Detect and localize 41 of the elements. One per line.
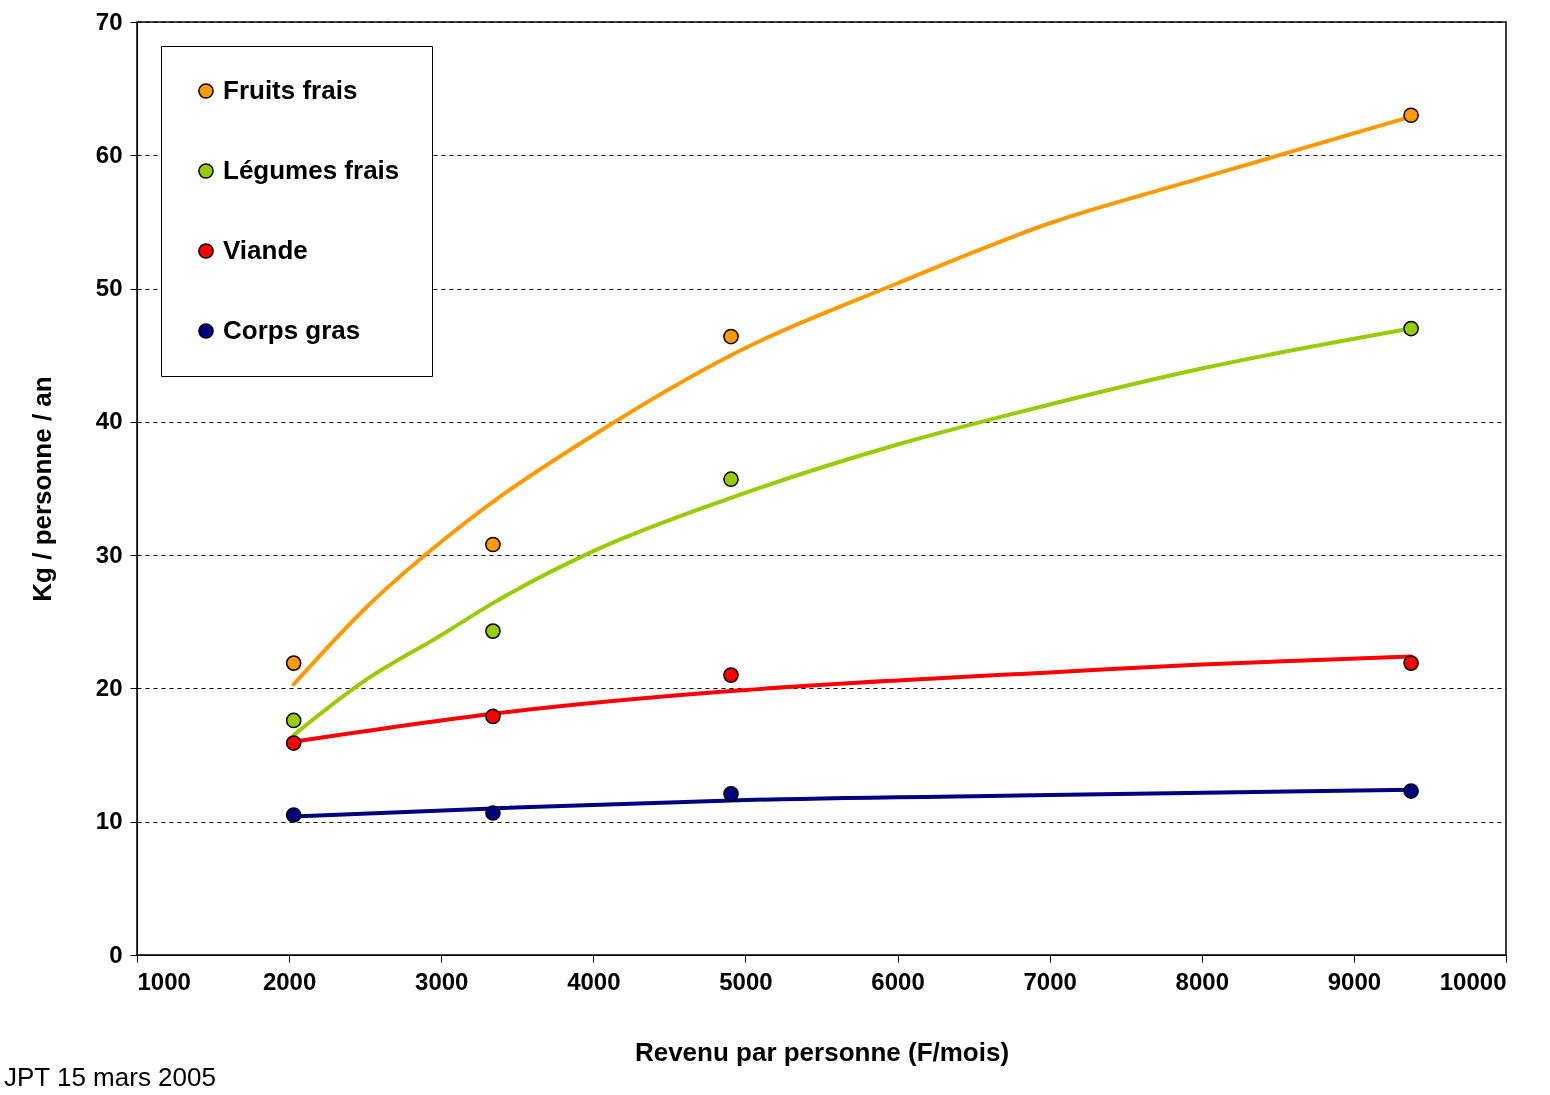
point xyxy=(1403,783,1419,799)
point xyxy=(285,735,302,751)
y-tick-label: 60 xyxy=(95,140,123,168)
y-tick-label: 40 xyxy=(95,407,123,435)
x-tick-label: 1000 xyxy=(137,967,191,995)
x-tick-label: 7000 xyxy=(1023,967,1077,995)
point xyxy=(723,471,739,487)
x-tick-label: 5000 xyxy=(719,967,773,995)
x-tick-label: 9000 xyxy=(1327,967,1382,995)
point xyxy=(285,807,302,823)
point xyxy=(1403,655,1419,671)
legend-label: Viande xyxy=(223,235,308,265)
point xyxy=(723,328,739,345)
y-tick-label: 30 xyxy=(95,540,123,568)
y-tick-label: 20 xyxy=(95,673,123,701)
y-tick-label: 0 xyxy=(109,940,123,968)
x-tick-label: 6000 xyxy=(871,967,925,995)
y-tick-label: 50 xyxy=(95,274,123,302)
x-tick-label: 8000 xyxy=(1175,967,1229,995)
legend-label: Corps gras xyxy=(223,315,361,345)
legend-label: Légumes frais xyxy=(223,155,400,185)
y-tick-label: 10 xyxy=(95,807,123,835)
x-tick-label: 4000 xyxy=(567,967,621,995)
x-tick-label: 2000 xyxy=(262,967,317,995)
point xyxy=(723,785,739,802)
legend-label: Fruits frais xyxy=(223,75,358,105)
point xyxy=(1403,107,1419,124)
x-axis-title: Revenu par personne (F/mois) xyxy=(634,1036,1010,1067)
point xyxy=(285,712,302,729)
point xyxy=(485,708,501,725)
point xyxy=(1403,320,1419,337)
y-axis-title: Kg / personne / an xyxy=(26,376,57,602)
point xyxy=(485,536,501,553)
point xyxy=(285,655,302,671)
point xyxy=(485,805,501,821)
x-tick-label: 3000 xyxy=(415,967,469,995)
point xyxy=(485,623,501,639)
x-tick-label: 10000 xyxy=(1439,967,1507,995)
y-tick-label: 70 xyxy=(95,7,123,35)
point xyxy=(723,667,739,683)
text: JPT 15 mars 2005 xyxy=(4,1062,216,1093)
